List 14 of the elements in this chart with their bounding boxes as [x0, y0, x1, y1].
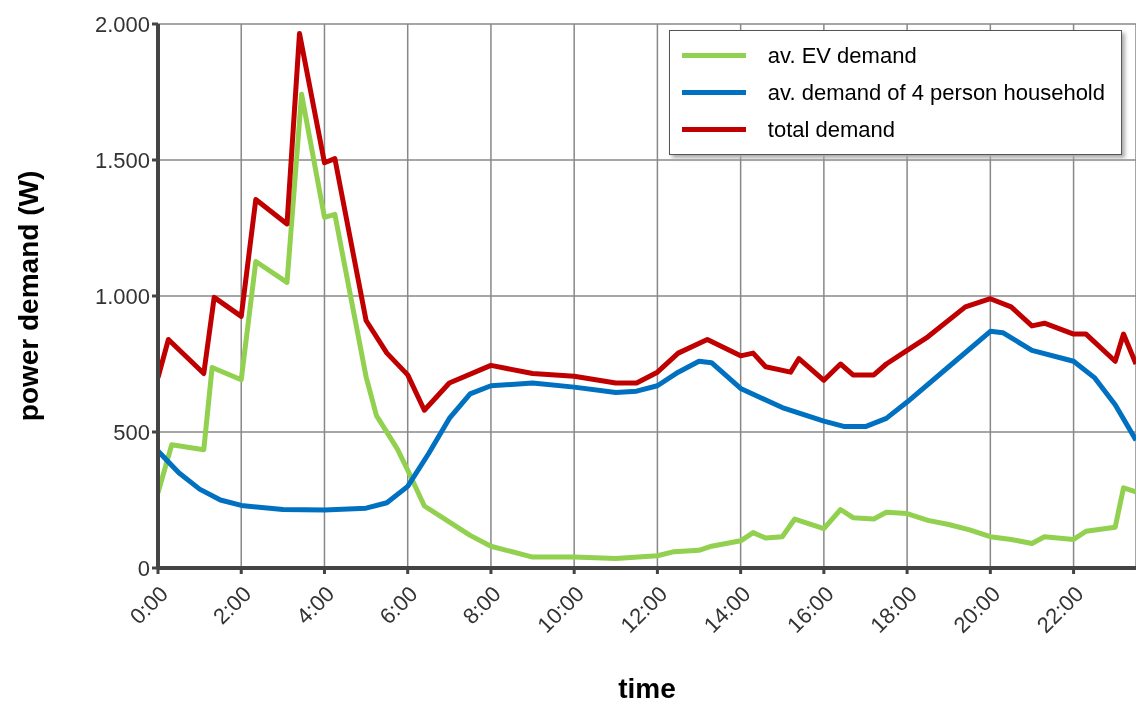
x-tick-label: 6:00: [374, 581, 423, 630]
x-axis-title: time: [618, 673, 676, 704]
y-tick-label: 1.000: [94, 283, 150, 309]
y-tick-label: 0: [137, 555, 150, 581]
y-axis-title: power demand (W): [12, 170, 44, 422]
y-tick-label: 500: [113, 419, 150, 445]
legend-label: av. EV demand: [767, 42, 917, 69]
legend-label: total demand: [767, 116, 896, 143]
x-tick-label: 4:00: [291, 581, 340, 630]
legend-label: av. demand of 4 person household: [767, 79, 1105, 106]
y-tick-label: 1.500: [94, 147, 150, 173]
x-tick-label: 0:00: [124, 581, 173, 630]
y-tick-label: 2.000: [94, 11, 150, 37]
x-tick-label: 8:00: [457, 581, 506, 630]
